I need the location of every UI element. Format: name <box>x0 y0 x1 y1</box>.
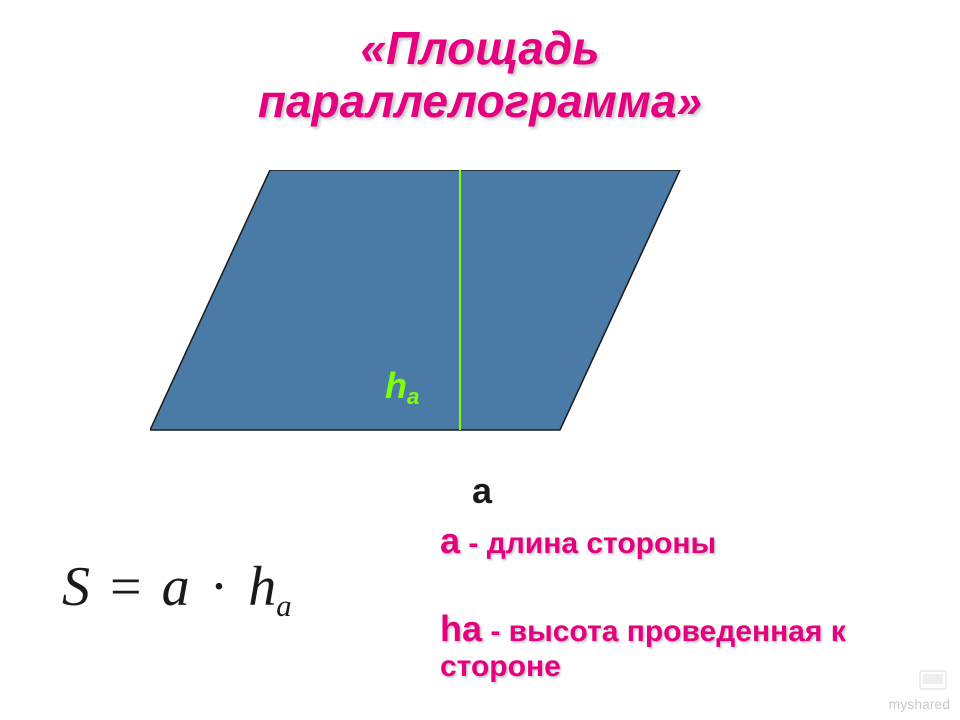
desc-a-sym: a <box>440 520 460 561</box>
desc-ha: ha - высота проведенная к стороне <box>440 608 846 684</box>
watermark-icon <box>918 668 948 692</box>
formula-S: S <box>62 556 90 618</box>
formula-hsub: a <box>276 589 291 623</box>
desc-ha-sym: ha <box>440 608 482 649</box>
formula-eq: = <box>104 556 148 618</box>
base-label: a <box>472 470 492 512</box>
formula-h: h <box>248 556 276 618</box>
height-label: ha <box>385 365 419 407</box>
desc-a: a - длина стороны <box>440 520 716 562</box>
area-formula: S = a · ha <box>62 555 292 619</box>
slide-title: «Площадь параллелограмма» <box>0 22 960 128</box>
watermark-text: myshared <box>889 696 950 712</box>
formula-a: a <box>162 556 190 618</box>
parallelogram-svg <box>150 170 690 460</box>
desc-a-txt: - длина стороны <box>460 527 716 560</box>
parallelogram-diagram: ha a <box>150 170 690 460</box>
title-line1: «Площадь <box>360 22 599 74</box>
height-label-sub: a <box>407 384 419 409</box>
title-line2: параллелограмма» <box>258 75 702 127</box>
desc-ha-txt2: стороне <box>440 650 561 683</box>
height-label-h: h <box>385 365 407 406</box>
desc-ha-txt1: - высота проведенная к <box>482 615 846 648</box>
formula-dot: · <box>204 556 235 618</box>
